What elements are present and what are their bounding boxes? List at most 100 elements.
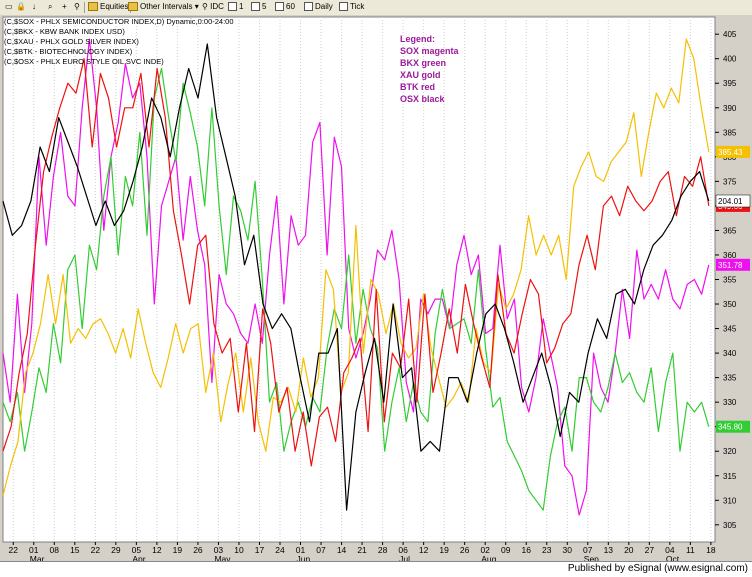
x-tick-label: 01 [296, 545, 306, 555]
y-tick-label: 340 [723, 349, 737, 358]
x-tick-label: 19 [173, 545, 183, 555]
x-month-label: Sep [584, 554, 599, 561]
x-tick-label: 06 [398, 545, 408, 555]
x-tick-label: 01 [29, 545, 39, 555]
x-tick-label: 19 [439, 545, 449, 555]
x-tick-label: 17 [255, 545, 265, 555]
x-tick-label: 12 [419, 545, 429, 555]
x-tick-label: 05 [132, 545, 142, 555]
vertical-gridlines [12, 17, 712, 542]
interval-5-button[interactable]: 5 [249, 1, 268, 13]
y-tick-label: 345 [723, 325, 737, 334]
interval-1-button[interactable]: 1 [226, 1, 245, 13]
x-tick-label: 08 [50, 545, 60, 555]
last-value-label-sox: 351.78 [718, 261, 743, 270]
interval-daily-button[interactable]: Daily [302, 1, 335, 13]
x-month-label: Jul [399, 554, 410, 561]
last-value-box-osx [715, 194, 751, 208]
series-line-sox [2, 38, 710, 516]
x-tick-label: 13 [604, 545, 614, 555]
x-tick-label: 11 [686, 545, 695, 555]
x-tick-label: 14 [337, 545, 347, 555]
add-icon[interactable]: + [62, 2, 67, 11]
last-value-box-xau [716, 145, 750, 158]
legend: Legend: SOX magenta BKX green XAU gold B… [400, 34, 460, 104]
y-tick-label: 375 [723, 177, 737, 186]
x-month-label: Apr [132, 554, 145, 561]
y-tick-label: 395 [723, 79, 737, 88]
last-value-box-bkx [716, 420, 750, 433]
y-tick-label: 365 [723, 226, 737, 235]
y-tick-label: 305 [723, 521, 737, 530]
header-block: (C,$SOX - PHLX SEMICONDUCTOR INDEX,D) Dy… [4, 17, 234, 66]
x-tick-label: 07 [316, 545, 326, 555]
legend-item-xau: XAU gold [400, 70, 441, 80]
x-month-label: Aug [481, 554, 496, 561]
header-line-btk: (C,$BTK - BIOTECHNOLOGY INDEX) [4, 47, 133, 56]
price-chart[interactable]: 3053103153203253303353403453503553603653… [0, 15, 752, 561]
sort-down-icon[interactable]: ↓ [32, 2, 36, 11]
x-tick-label: 30 [563, 545, 573, 555]
y-tick-label: 335 [723, 374, 737, 383]
series-line-btk [2, 58, 710, 467]
search-icon[interactable]: ⚲ [74, 2, 80, 11]
y-tick-label: 350 [723, 300, 737, 309]
legend-item-bkx: BKX green [400, 58, 446, 68]
last-value-label-osx: 204.01 [718, 197, 743, 206]
x-tick-label: 22 [9, 545, 19, 555]
view-icon[interactable]: ▭ [5, 2, 13, 11]
footer: Published by eSignal (www.esignal.com) [0, 561, 752, 577]
series-line-bkx [2, 67, 710, 511]
series-line-osx [2, 43, 710, 511]
legend-item-sox: SOX magenta [400, 46, 460, 56]
y-tick-label: 310 [723, 496, 737, 505]
toolbar: ▭ 🔒 ↓ ⌕ + ⚲ Equities ▾ Other Intervals ▾… [0, 0, 752, 16]
x-month-label: Oct [666, 554, 680, 561]
x-month-label: Mar [30, 554, 45, 561]
x-tick-label: 15 [70, 545, 80, 555]
last-value-box-sox [716, 258, 750, 271]
y-tick-label: 360 [723, 251, 737, 260]
x-tick-label: 10 [234, 545, 244, 555]
legend-item-osx: OSX black [400, 94, 446, 104]
x-tick-label: 21 [357, 545, 367, 555]
y-tick-label: 320 [723, 447, 737, 456]
legend-item-btk: BTK red [400, 82, 435, 92]
header-line-xau: (C,$XAU - PHLX GOLD SILVER INDEX) [4, 37, 139, 46]
x-tick-label: 09 [501, 545, 511, 555]
idc-button[interactable]: ⚲ IDC [202, 2, 224, 11]
x-tick-label: 24 [275, 545, 285, 555]
x-tick-label: 12 [152, 545, 162, 555]
y-tick-label: 400 [723, 55, 737, 64]
interval-60-button[interactable]: 60 [273, 1, 297, 13]
x-tick-label: 07 [583, 545, 593, 555]
x-tick-label: 20 [624, 545, 634, 555]
x-month-label: May [214, 554, 231, 561]
x-tick-label: 22 [91, 545, 101, 555]
x-tick-label: 27 [645, 545, 655, 555]
lock-icon[interactable]: 🔒 [16, 2, 26, 11]
y-tick-label: 355 [723, 276, 737, 285]
x-month-label: Jun [297, 554, 311, 561]
series-line-xau [2, 38, 710, 496]
other-intervals-button[interactable]: Other Intervals ▾ [126, 1, 201, 13]
zoom-icon[interactable]: ⌕ [48, 2, 53, 11]
x-axis: 22 01 08 15 22 29 05 12 19 26 03 10 17 24 01 07 14 21 28 06… [9, 542, 716, 561]
x-tick-label: 29 [111, 545, 121, 555]
x-tick-label: 18 [706, 545, 716, 555]
x-tick-label: 02 [480, 545, 490, 555]
series-layer [2, 38, 710, 516]
x-tick-label: 26 [193, 545, 203, 555]
x-tick-label: 28 [378, 545, 388, 555]
legend-title: Legend: [400, 34, 435, 44]
header-line-sox: (C,$SOX - PHLX SEMICONDUCTOR INDEX,D) Dy… [4, 17, 234, 26]
last-value-label-xau: 385.43 [718, 148, 743, 157]
x-tick-label: 26 [460, 545, 470, 555]
y-tick-label: 385 [723, 128, 737, 137]
last-value-label-bkx: 345.80 [718, 423, 743, 432]
interval-tick-button[interactable]: Tick [337, 1, 366, 13]
y-tick-label: 390 [723, 104, 737, 113]
header-line-bkx: (C,$BKX - KBW BANK INDEX USD) [4, 27, 125, 36]
x-tick-label: 16 [521, 545, 531, 555]
